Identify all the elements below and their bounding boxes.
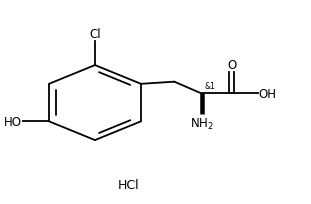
Text: O: O [227,59,237,72]
Text: HCl: HCl [118,178,139,191]
Text: HO: HO [4,115,22,128]
Text: &1: &1 [204,82,215,91]
Text: Cl: Cl [89,28,101,41]
Text: OH: OH [259,88,276,101]
Text: NH$_2$: NH$_2$ [190,116,213,131]
